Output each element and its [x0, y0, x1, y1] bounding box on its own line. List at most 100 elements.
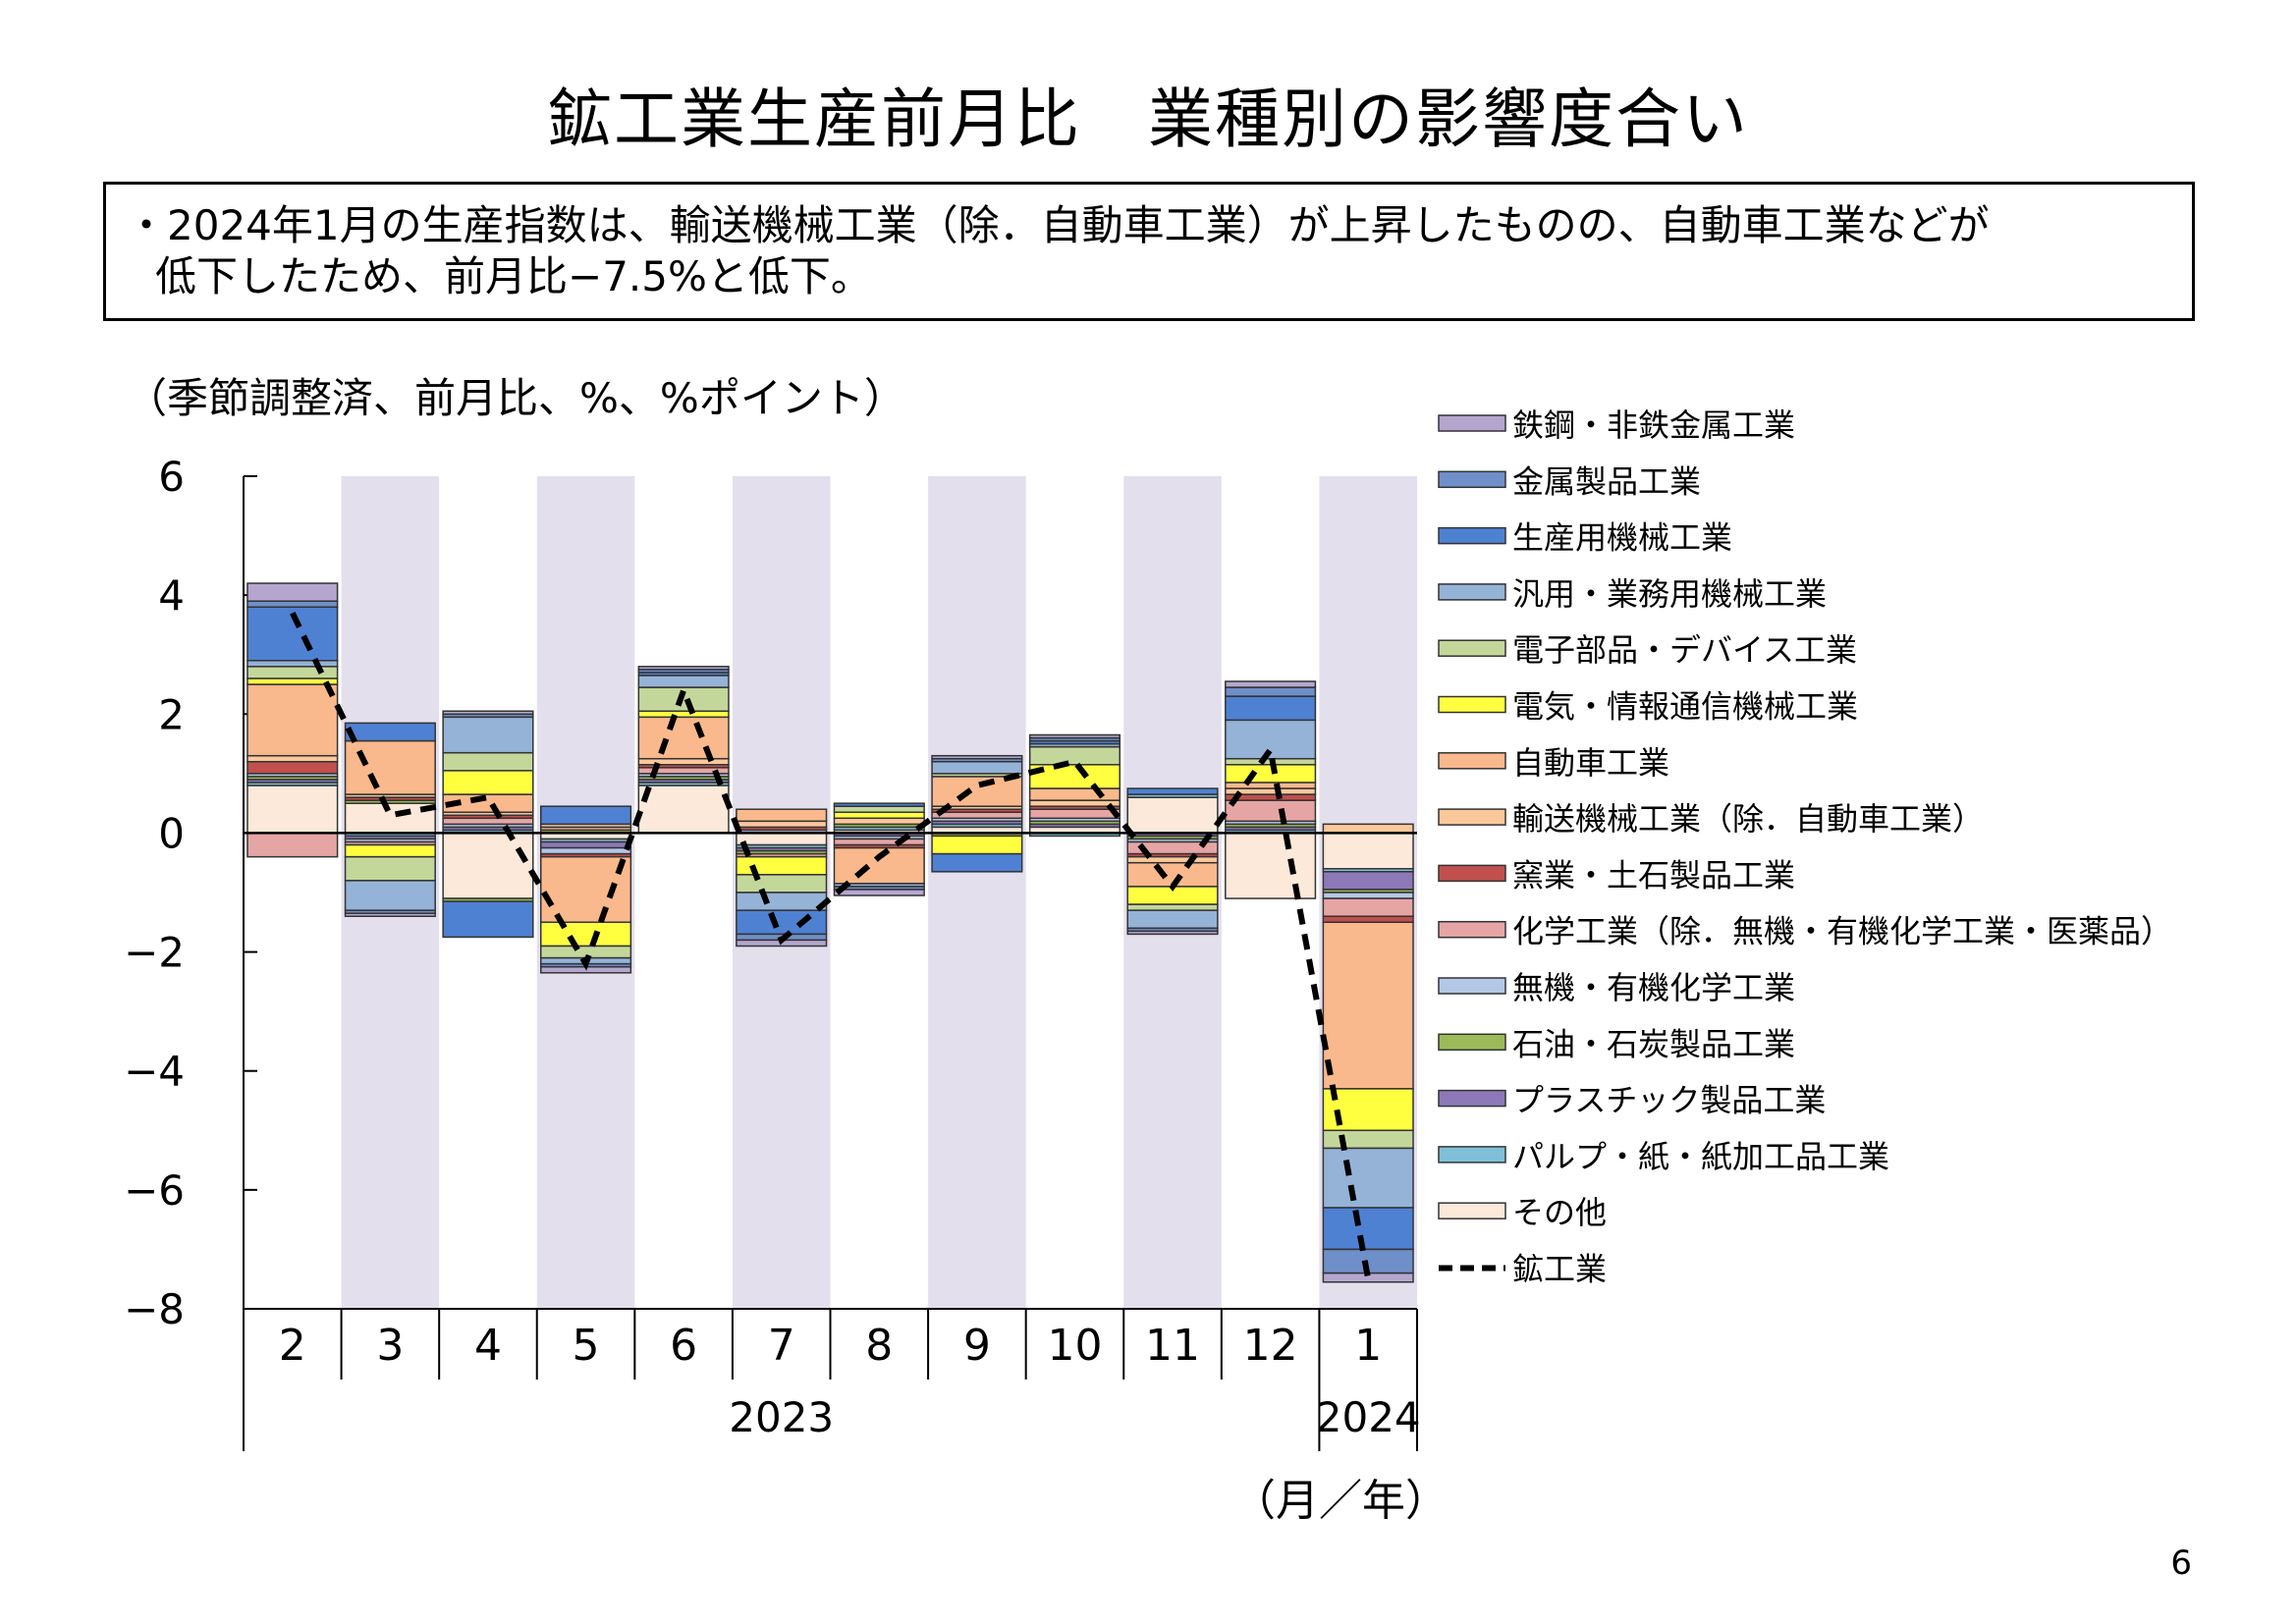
bar-segment — [1225, 832, 1317, 899]
y-tick-label: −2 — [124, 929, 185, 977]
bar-segment — [637, 757, 730, 766]
bar-segment — [1225, 764, 1317, 784]
bar-segment — [1126, 903, 1219, 911]
legend-label: 鉱工業 — [1512, 1251, 1607, 1288]
legend-label: 生産用機械工業 — [1512, 519, 1732, 557]
bar-segment — [1225, 799, 1317, 823]
bar-segment — [1126, 796, 1219, 835]
bar-segment — [1028, 733, 1121, 739]
bar-segment — [637, 716, 730, 760]
bar-segment — [736, 874, 828, 893]
bar-segment — [637, 710, 730, 719]
bar-segment — [1322, 915, 1414, 924]
bar-segment — [736, 808, 828, 823]
x-tick-label: 7 — [768, 1321, 795, 1371]
x-tick-label: 1 — [1354, 1321, 1382, 1371]
bar-segment — [1028, 799, 1121, 807]
y-tick-label: −6 — [124, 1166, 185, 1215]
bar-segment — [246, 683, 339, 757]
legend-swatch — [1438, 1089, 1506, 1108]
legend-label: プラスチック製品工業 — [1512, 1082, 1826, 1119]
summary-line-1: ・2024年1月の生産指数は、輸送機械工業（除．自動車工業）が上昇したものの、自… — [126, 201, 1990, 249]
bar-segment — [442, 832, 534, 899]
bar-segment — [1225, 695, 1317, 722]
bar-segment — [246, 582, 339, 602]
bar-segment — [246, 660, 339, 668]
y-tick-label: 6 — [158, 453, 185, 501]
bar-segment — [736, 855, 828, 876]
bar-segment — [1322, 892, 1414, 899]
x-tick-label: 6 — [670, 1321, 697, 1371]
bar-segment — [931, 835, 1023, 855]
y-tick-label: 4 — [158, 571, 185, 620]
bar-segment — [344, 855, 436, 882]
bar-segment — [1322, 1129, 1414, 1150]
legend-swatch — [1438, 752, 1506, 770]
bar-segment — [442, 751, 534, 772]
bar-segment — [736, 892, 828, 911]
legend-label: 鉄鋼・非鉄金属工業 — [1512, 406, 1795, 444]
bar-segment — [833, 817, 925, 826]
legend-label: 金属製品工業 — [1512, 462, 1701, 500]
summary-line-2: 低下したため、前月比−7.5%と低下。 — [155, 252, 872, 300]
bar-segment — [246, 760, 339, 775]
legend-label: 自動車工業 — [1512, 744, 1669, 782]
x-tick-label: 3 — [376, 1321, 404, 1371]
x-tick-label: 4 — [474, 1321, 502, 1371]
year-label: 2024 — [1316, 1393, 1421, 1441]
legend-swatch — [1438, 526, 1506, 545]
bar-segment — [637, 785, 730, 835]
bar-segment — [833, 802, 925, 807]
legend-swatch — [1438, 808, 1506, 826]
bar-segment — [1225, 680, 1317, 688]
bar-segment — [1225, 782, 1317, 789]
bar-segment — [1322, 832, 1414, 870]
page-number: 6 — [2170, 1543, 2192, 1583]
bar-segment — [442, 900, 534, 939]
bar-segment — [344, 843, 436, 858]
legend-label: 電子部品・デバイス工業 — [1512, 631, 1857, 669]
bar-segment — [246, 832, 339, 858]
bar-segment — [344, 880, 436, 911]
bar-segment — [1322, 897, 1414, 917]
bar-segment — [736, 832, 828, 846]
bar-segment — [931, 760, 1023, 775]
bar-segment — [1322, 1147, 1414, 1209]
legend-swatch — [1438, 470, 1506, 489]
bar-segment — [736, 909, 828, 936]
x-tick-label: 8 — [865, 1321, 893, 1371]
bar-segment — [344, 739, 436, 795]
y-tick-label: −4 — [124, 1048, 185, 1096]
bar-segment — [833, 811, 925, 820]
unit-label: （季節調整済、前月比、%、%ポイント） — [126, 374, 905, 422]
bar-segment — [1322, 1207, 1414, 1251]
bar-segment — [637, 675, 730, 688]
shaded-column — [928, 476, 1026, 1309]
bar-segment — [833, 805, 925, 813]
bar-segment — [1028, 764, 1121, 789]
bar-segment — [1126, 909, 1219, 930]
bar-segment — [931, 811, 1023, 820]
legend-swatch — [1438, 414, 1506, 432]
bar-segment — [442, 710, 534, 716]
bar-segment — [1028, 808, 1121, 820]
year-label: 2023 — [729, 1393, 834, 1441]
bar-segment — [931, 852, 1023, 873]
bar-segment — [539, 921, 632, 947]
x-tick-label: 5 — [573, 1321, 600, 1371]
legend-swatch — [1438, 1033, 1506, 1052]
bar-segment — [736, 820, 828, 829]
bar-segment — [1322, 921, 1414, 1090]
bar-segment — [931, 776, 1023, 807]
x-axis-unit: （月／年） — [1232, 1476, 1449, 1526]
legend-swatch — [1438, 1202, 1506, 1219]
bar-segment — [931, 754, 1023, 760]
legend-swatch — [1438, 695, 1506, 714]
legend-label: 化学工業（除．無機・有機化学工業・医薬品） — [1512, 913, 2172, 950]
bar-segment — [246, 600, 339, 609]
bar-segment — [539, 805, 632, 826]
bar-segment — [1028, 787, 1121, 801]
bar-segment — [442, 817, 534, 826]
bar-segment — [833, 838, 925, 846]
